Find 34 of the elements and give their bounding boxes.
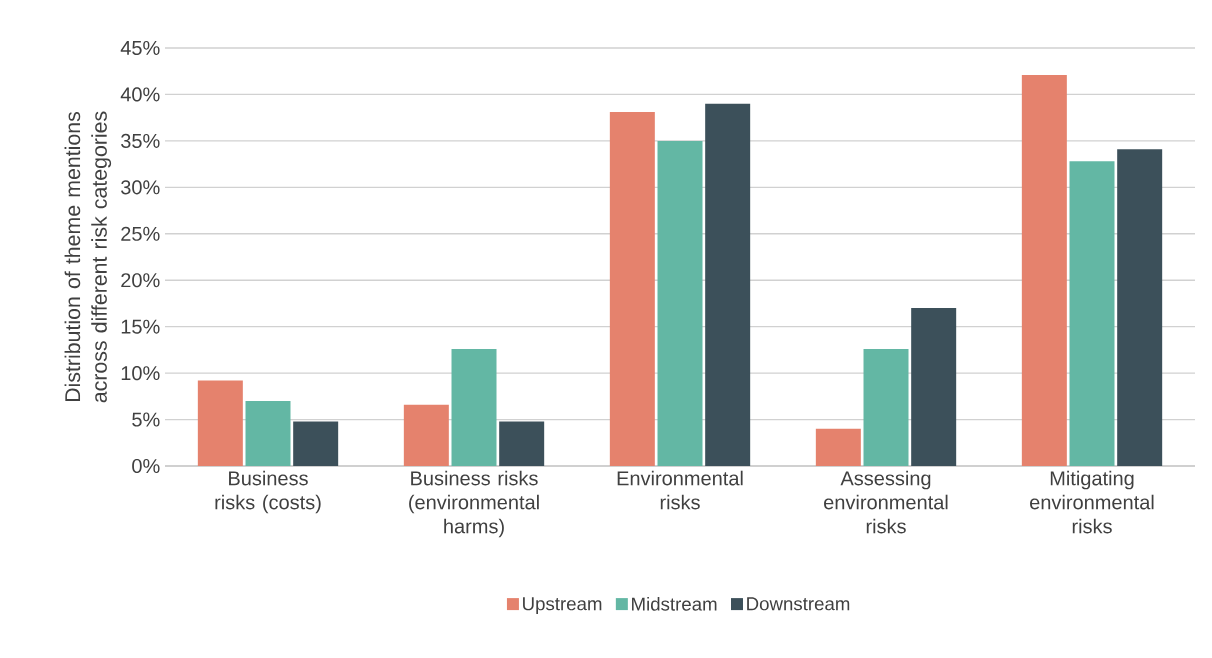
y-tick-label: 20% xyxy=(121,273,160,288)
legend-label: Upstream xyxy=(523,597,602,615)
x-tick-label: Assessing environmental risks xyxy=(824,470,948,534)
x-tick-label: Business risks (environmental harms) xyxy=(409,470,539,538)
bar xyxy=(911,308,957,466)
bar xyxy=(1069,161,1115,466)
y-tick-label: 15% xyxy=(121,319,160,334)
bar xyxy=(245,400,291,466)
bar xyxy=(657,140,703,466)
x-tick-label: Mitigating environmental risks xyxy=(1030,470,1154,534)
bar xyxy=(705,103,751,466)
bar xyxy=(609,112,655,466)
y-tick-label: 30% xyxy=(121,180,160,195)
y-tick-label: 35% xyxy=(121,133,160,148)
bar xyxy=(499,421,545,466)
y-axis-title: Distribution of theme mentions across different risk categories xyxy=(64,111,112,403)
y-tick-label: 0% xyxy=(132,458,160,474)
y-tick-label: 45% xyxy=(120,40,160,56)
bar xyxy=(863,348,909,466)
bar xyxy=(293,421,339,466)
bar xyxy=(403,404,449,466)
bar xyxy=(1117,149,1163,466)
y-tick-label: 5% xyxy=(132,412,160,427)
bar xyxy=(815,428,861,466)
x-tick-label: Business risks (costs) xyxy=(215,470,321,514)
y-tick-label: 10% xyxy=(121,366,160,381)
y-tick-label: 40% xyxy=(120,87,160,102)
bar xyxy=(451,348,497,466)
legend-label: Downstream xyxy=(747,597,850,611)
x-tick-label: Environmental risks xyxy=(617,470,743,510)
legend-label: Midstream xyxy=(632,597,717,611)
y-tick-label: 25% xyxy=(121,226,160,241)
bar xyxy=(197,380,243,466)
bar xyxy=(1021,74,1067,466)
